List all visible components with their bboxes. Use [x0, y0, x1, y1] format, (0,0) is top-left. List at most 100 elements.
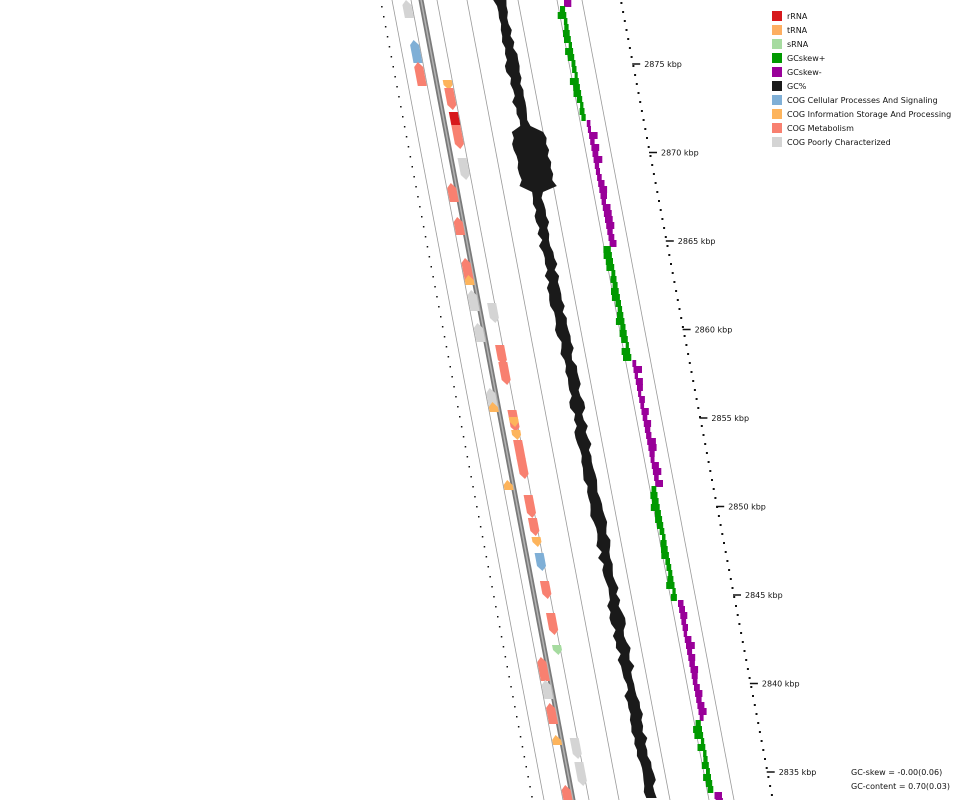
- gcskew-minus-segment: [589, 132, 598, 139]
- minor-tick: [652, 173, 655, 175]
- gene-feature: [574, 762, 587, 786]
- gene-feature: [527, 518, 540, 536]
- inner-ruler-tick: [479, 526, 482, 528]
- inner-ruler-tick: [449, 366, 451, 368]
- inner-ruler-tick: [493, 596, 495, 598]
- gcskew-plus-swatch-icon: [772, 53, 782, 63]
- gcskew-minus-segment: [682, 624, 688, 631]
- legend-item-cog-poorly: COG Poorly Characterized: [772, 135, 951, 149]
- minor-tick: [639, 101, 642, 103]
- gcskew-minus-segment: [688, 654, 696, 661]
- inner-ruler-tick: [478, 516, 480, 518]
- inner-ruler-tick: [462, 436, 465, 438]
- gcskew-minus-segment: [600, 192, 607, 199]
- minor-tick: [673, 281, 676, 283]
- gcskew-minus-segment: [680, 612, 688, 619]
- gene-feature: [495, 345, 507, 365]
- minor-tick: [700, 425, 703, 427]
- minor-tick: [740, 632, 743, 634]
- inner-ruler-tick: [383, 16, 385, 18]
- gcskew-plus-segment: [571, 60, 576, 67]
- gene-feature: [531, 537, 542, 547]
- inner-ruler-tick: [502, 646, 505, 648]
- minor-tick: [762, 749, 765, 751]
- inner-ruler-tick: [396, 86, 398, 88]
- gene-feature: [516, 458, 529, 479]
- gcskew-plus-segment: [650, 504, 660, 511]
- trna-swatch-icon: [772, 25, 782, 35]
- gcskew-minus-segment: [699, 714, 704, 721]
- gcskew-plus-segment: [706, 768, 710, 775]
- gcskew-minus-segment: [632, 360, 637, 367]
- inner-ruler-tick: [394, 76, 396, 78]
- gene-feature: [486, 388, 499, 409]
- minor-tick: [758, 731, 761, 733]
- gcskew-plus-segment: [697, 744, 706, 751]
- track-guide-line: [410, 0, 564, 800]
- inner-ruler-tick: [485, 556, 488, 558]
- gcskew-plus-segment: [659, 528, 665, 535]
- track-guide-line: [466, 0, 620, 800]
- gcskew-plus-segment: [563, 18, 568, 25]
- legend-label: tRNA: [787, 25, 808, 35]
- gcskew-plus-segment: [569, 78, 579, 85]
- inner-ruler-tick: [476, 506, 478, 508]
- inner-ruler-tick: [411, 166, 413, 168]
- gcskew-plus-segment: [611, 294, 620, 301]
- tick-label: 2835 kbp: [779, 768, 817, 777]
- minor-tick: [729, 578, 732, 580]
- inner-ruler-tick: [402, 116, 404, 118]
- gcskew-plus-segment: [654, 510, 661, 517]
- gene-feature: [523, 495, 536, 518]
- minor-tick: [724, 551, 727, 553]
- legend-item-cog-information: COG Information Storage And Processing: [772, 107, 951, 121]
- tick-label: 2840 kbp: [762, 680, 800, 689]
- gcskew-plus-segment: [565, 48, 574, 55]
- minor-tick: [666, 245, 669, 247]
- minor-tick: [693, 389, 696, 391]
- srna-swatch-icon: [772, 39, 782, 49]
- gcskew-plus-segment: [651, 498, 659, 505]
- minor-tick: [647, 146, 650, 148]
- gcskew-minus-segment: [609, 240, 617, 247]
- inner-ruler-tick: [497, 616, 499, 618]
- gene-feature: [569, 738, 582, 759]
- gcskew-plus-segment: [666, 582, 675, 589]
- gcskew-plus-segment: [605, 258, 613, 265]
- inner-ruler-tick: [432, 276, 434, 278]
- gene-feature: [414, 62, 427, 86]
- inner-ruler-tick: [413, 176, 415, 178]
- minor-tick: [731, 587, 734, 589]
- inner-ruler-tick: [392, 66, 394, 68]
- legend: rRNA tRNA sRNA GCskew+ GCskew- GC% COG C…: [772, 9, 951, 149]
- inner-ruler-tick: [510, 686, 512, 688]
- gcskew-minus-segment: [607, 228, 613, 235]
- gcskew-plus-segment: [662, 534, 666, 541]
- gcskew-plus-segment: [573, 90, 582, 97]
- minor-tick: [764, 758, 766, 760]
- gcskew-minus-segment: [644, 426, 651, 433]
- gene-feature: [541, 680, 554, 699]
- gcskew-plus-segment: [665, 558, 670, 565]
- gcskew-plus-segment: [615, 318, 625, 325]
- gcskew-plus-segment: [579, 108, 585, 115]
- inner-ruler-tick: [388, 46, 391, 48]
- gene-feature: [473, 323, 486, 342]
- inner-ruler-tick: [430, 266, 432, 268]
- inner-ruler-tick: [447, 356, 450, 358]
- legend-label: COG Poorly Characterized: [787, 137, 891, 147]
- tick-label: 2870 kbp: [661, 149, 699, 158]
- tick-label: 2855 kbp: [711, 414, 749, 423]
- gcskew-minus-segment: [643, 420, 652, 427]
- minor-tick: [628, 47, 631, 49]
- legend-label: COG Cellular Processes And Signaling: [787, 95, 938, 105]
- minor-tick: [750, 686, 753, 688]
- gcskew-minus-segment: [640, 402, 645, 409]
- gcskew-plus-segment: [611, 288, 619, 295]
- inner-ruler-tick: [472, 486, 474, 488]
- inner-ruler-tick: [512, 696, 514, 698]
- gcskew-minus-segment: [655, 480, 663, 487]
- minor-tick: [697, 407, 700, 409]
- inner-ruler-tick: [531, 796, 533, 798]
- tick-label: 2850 kbp: [728, 503, 766, 512]
